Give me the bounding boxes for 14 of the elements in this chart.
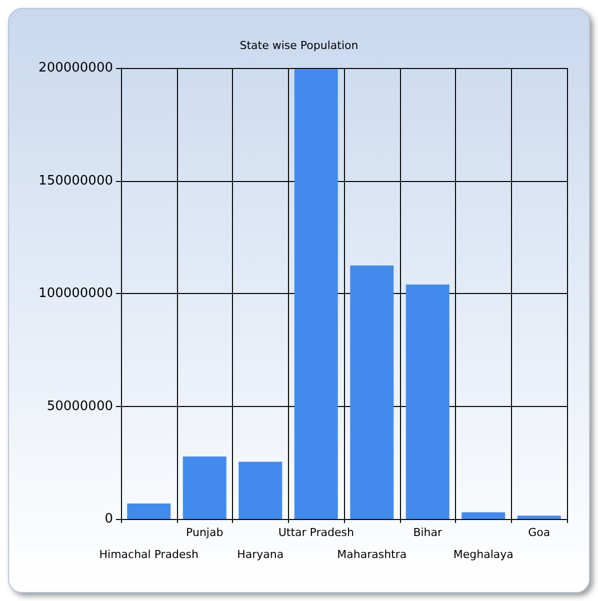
x-tick-label: Punjab (186, 526, 224, 539)
x-tick-label: Maharashtra (337, 548, 407, 561)
y-tick-label: 200000000 (38, 60, 113, 76)
chart-title: State wise Population (240, 39, 358, 52)
y-tick-label: 0 (104, 512, 113, 526)
x-tick-label: Haryana (237, 548, 284, 561)
x-tick-label: Bihar (413, 526, 443, 539)
y-tick-label: 50000000 (46, 398, 113, 414)
y-tick-label: 150000000 (38, 173, 113, 188)
y-tick-label: 100000000 (38, 286, 113, 301)
x-tick-label: Himachal Pradesh (99, 548, 199, 561)
x-tick-label: Uttar Pradesh (278, 526, 354, 539)
x-tick-label: Goa (528, 526, 550, 539)
x-tick-label: Meghalaya (453, 548, 514, 561)
